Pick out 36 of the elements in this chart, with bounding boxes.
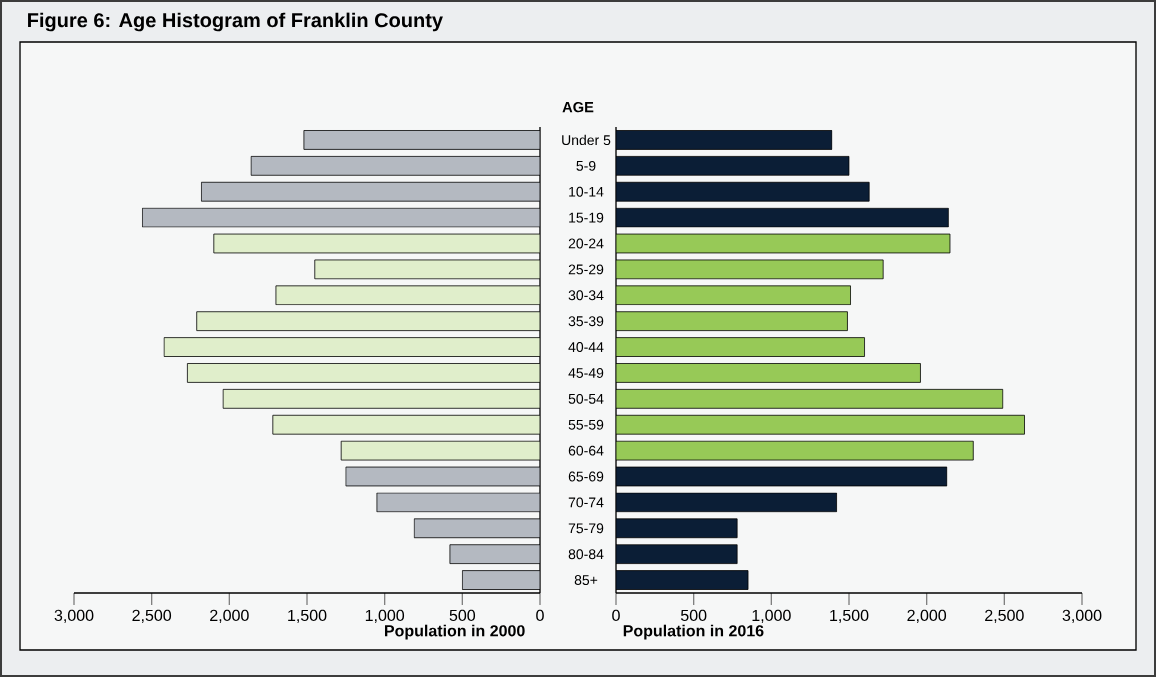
x-tick-label: 1,000 — [752, 609, 791, 623]
y-tick-label: 55-59 — [568, 419, 604, 430]
chart-title: Figure 6: Age Histogram of Franklin County — [28, 12, 443, 32]
x-tick-label: 1,500 — [288, 609, 327, 623]
y-tick-label: Under 5 — [562, 134, 611, 146]
x-tick-label: 500 — [680, 609, 707, 622]
x-tick-label: 1,000 — [365, 609, 405, 623]
x-tick-label: 2,000 — [907, 609, 947, 623]
x-tick-label: 1,500 — [830, 609, 869, 623]
x-axis-title: Population in 2000 — [385, 624, 525, 640]
y-tick-label: 20-24 — [568, 238, 604, 249]
x-tick-label: 0 — [536, 609, 544, 622]
y-tick-label: 45-49 — [568, 368, 604, 378]
y-tick-label: 35-39 — [568, 316, 604, 327]
y-tick-label: 30-34 — [568, 290, 604, 301]
x-axis-title: Population in 2016 — [623, 624, 764, 640]
y-axis-title: AGE — [562, 101, 594, 113]
y-tick-label: 25-29 — [568, 264, 604, 275]
y-tick-label: 5-9 — [576, 160, 596, 171]
y-tick-label: 40-44 — [568, 342, 604, 353]
x-tick-label: 2,000 — [210, 609, 249, 623]
x-tick-label: 500 — [449, 609, 476, 622]
y-tick-label: 70-74 — [568, 497, 604, 508]
x-tick-label: 3,000 — [54, 609, 94, 623]
y-tick-label: 80-84 — [568, 549, 604, 560]
x-tick-label: 2,500 — [985, 609, 1024, 623]
x-tick-label: 2,500 — [132, 609, 172, 623]
y-tick-label: 60-64 — [568, 445, 604, 456]
x-tick-label: 0 — [612, 609, 620, 622]
x-tick-label: 3,000 — [1062, 609, 1102, 623]
y-tick-label: 15-19 — [569, 212, 604, 223]
y-tick-label: 85+ — [574, 575, 598, 586]
y-tick-label: 50-54 — [568, 393, 604, 404]
y-tick-label: 75-79 — [568, 523, 604, 534]
y-tick-label: 65-69 — [568, 471, 604, 482]
y-tick-label: 10-14 — [569, 186, 604, 197]
